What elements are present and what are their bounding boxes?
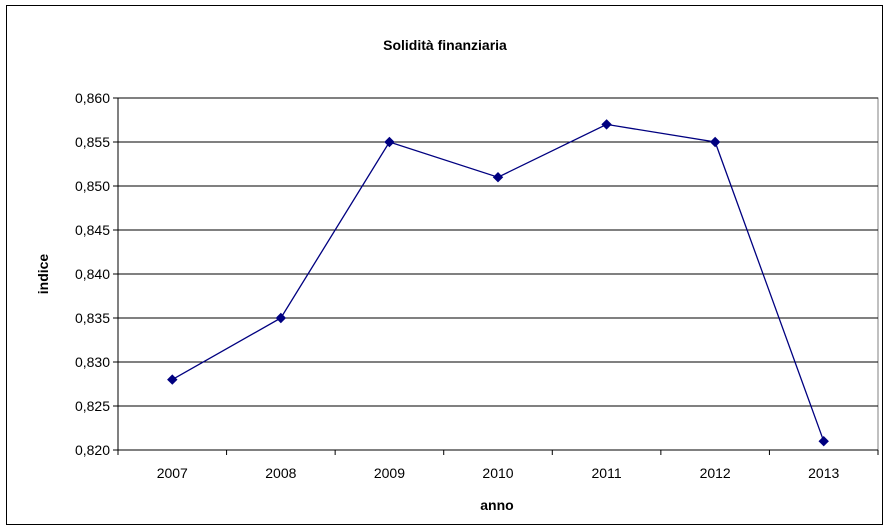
x-tick-label: 2011	[592, 465, 622, 481]
data-point	[601, 119, 612, 130]
y-tick-label: 0,835	[75, 310, 110, 326]
x-tick-label: 2010	[482, 465, 513, 481]
y-tick-label: 0,845	[75, 222, 110, 238]
y-tick-label: 0,820	[75, 442, 110, 458]
x-tick-label: 2013	[808, 465, 839, 481]
data-point	[492, 171, 504, 183]
data-point	[384, 136, 395, 148]
x-tick-label: 2008	[265, 465, 296, 481]
y-tick-label: 0,840	[75, 266, 110, 282]
gridlines	[118, 97, 878, 407]
x-axis: 2007 2008 2009 2010 2011 2012 2013	[117, 449, 879, 481]
y-tick-label: 0,825	[75, 398, 110, 414]
x-axis-label: anno	[480, 497, 513, 513]
data-point	[275, 312, 287, 324]
y-tick-label: 0,860	[75, 90, 110, 106]
y-tick-label: 0,855	[75, 134, 110, 150]
x-tick-label: 2012	[700, 465, 731, 481]
y-tick-label: 0,830	[75, 354, 110, 370]
y-tick-label: 0,850	[75, 178, 110, 194]
x-tick-label: 2009	[374, 465, 405, 481]
data-point	[709, 136, 721, 148]
chart-title: Solidità finanziaria	[383, 37, 507, 53]
series-group	[167, 119, 829, 447]
data-point	[167, 374, 178, 385]
y-axis-label: indice	[35, 254, 51, 295]
y-axis: 0,820 0,825 0,830 0,835 0,840 0,845 0,850 0,855…	[75, 90, 119, 458]
data-point	[818, 435, 829, 447]
x-tick-label: 2007	[157, 465, 188, 481]
